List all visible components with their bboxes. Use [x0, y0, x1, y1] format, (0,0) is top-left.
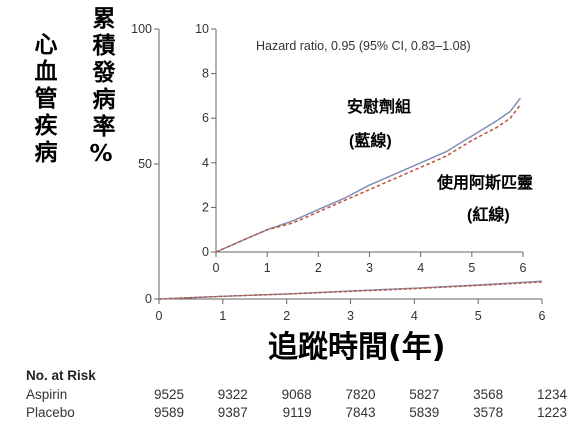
- x-axis-label: 追蹤時間(年): [268, 330, 446, 365]
- main-y-tick-label: 0: [145, 292, 152, 306]
- risk-row-name: Aspirin: [26, 387, 68, 402]
- risk-cell: 3578: [473, 405, 504, 420]
- main-x-tick-label: 0: [156, 309, 163, 323]
- inset-x-tick-label: 0: [213, 261, 220, 275]
- inset-y-tick-label: 4: [202, 156, 209, 170]
- placebo-sublabel: (藍線): [349, 131, 392, 150]
- placebo-label: 安慰劑組: [347, 97, 411, 116]
- inset-x-tick-label: 6: [520, 261, 527, 275]
- main-x-tick-label: 2: [283, 309, 290, 323]
- inset-y-tick-label: 2: [202, 200, 209, 214]
- risk-cell: 9068: [281, 387, 312, 402]
- risk-cell: 7820: [345, 387, 376, 402]
- risk-row-placebo: Placebo 9589 9387 9119 7843 5839 3578 1223: [26, 405, 567, 423]
- risk-cell: 1234: [536, 387, 567, 402]
- hazard-ratio-annotation: Hazard ratio, 0.95 (95% CI, 0.83–1.08): [256, 39, 471, 53]
- risk-cell: 9119: [282, 405, 312, 420]
- risk-cell: 1223: [536, 405, 567, 420]
- risk-cell: 9387: [217, 405, 248, 420]
- main-y-tick-label: 100: [131, 22, 152, 36]
- inset-y-tick-label: 8: [202, 67, 209, 81]
- risk-cell: 9322: [217, 387, 248, 402]
- risk-cell: 5839: [409, 405, 440, 420]
- risk-cell: 9589: [153, 405, 184, 420]
- risk-cell: 9525: [153, 387, 184, 402]
- risk-cell: 3568: [473, 387, 504, 402]
- inset-x-tick-label: 1: [264, 261, 271, 275]
- inset-y-tick-label: 6: [202, 111, 209, 125]
- main-x-tick-label: 1: [219, 309, 226, 323]
- inset-series-line-1: [215, 104, 521, 253]
- risk-row-aspirin: Aspirin 9525 9322 9068 7820 5827 3568 1234: [26, 387, 567, 405]
- risk-cell: 7843: [345, 405, 376, 420]
- inset-x-tick-label: 5: [468, 261, 475, 275]
- inset-axes: 0 2 4 6 8 10 0 1 2 3 4 5 6: [195, 22, 526, 275]
- y-axis-label-left: 心血管疾病: [30, 32, 56, 167]
- main-x-tick-label: 6: [539, 309, 546, 323]
- aspirin-sublabel: (紅線): [467, 205, 510, 224]
- risk-cell: 5827: [409, 387, 440, 402]
- inset-series: [215, 97, 521, 253]
- inset-x-tick-label: 3: [366, 261, 373, 275]
- main-x-tick-label: 3: [347, 309, 354, 323]
- y-axis-label-right: 累積發病率%: [88, 6, 114, 171]
- main-series-line-1: [158, 281, 543, 300]
- aspirin-label: 使用阿斯匹靈: [436, 173, 533, 192]
- inset-y-tick-label: 0: [202, 245, 209, 259]
- risk-row-name: Placebo: [26, 405, 75, 420]
- inset-x-tick-label: 4: [417, 261, 424, 275]
- risk-table: No. at Risk Aspirin 9525 9322 9068 7820 5827…: [26, 368, 567, 423]
- main-y-tick-label: 50: [138, 157, 152, 171]
- main-series: [158, 280, 543, 300]
- inset-y-tick-label: 10: [195, 22, 209, 36]
- main-x-tick-label: 4: [411, 309, 418, 323]
- risk-table-title: No. at Risk: [26, 368, 96, 383]
- inset-x-tick-label: 2: [315, 261, 322, 275]
- main-x-tick-label: 5: [475, 309, 482, 323]
